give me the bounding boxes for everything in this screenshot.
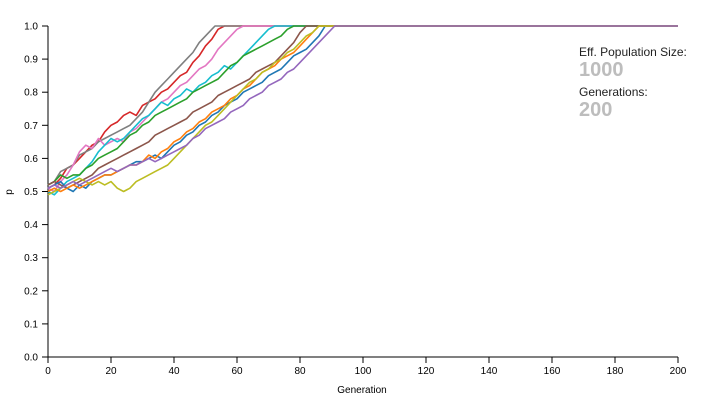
population-size-value: 1000: [579, 59, 624, 81]
y-tick-label: 0.5: [24, 187, 38, 198]
y-tick-label: 1.0: [24, 22, 38, 33]
population-size-label: Eff. Population Size:: [579, 45, 687, 59]
y-tick-label: 0.3: [24, 253, 38, 264]
y-axis-title: p: [4, 189, 15, 195]
x-tick-label: 80: [294, 366, 306, 377]
x-tick-label: 180: [607, 366, 624, 377]
y-tick-label: 0.4: [24, 220, 38, 231]
y-tick-label: 0.0: [24, 353, 38, 364]
simulation-info-panel: Eff. Population Size: 1000 Generations: …: [579, 45, 704, 125]
x-tick-label: 200: [670, 366, 687, 377]
y-tick-label: 0.6: [24, 154, 38, 165]
generations-label: Generations:: [579, 85, 648, 99]
x-tick-label: 0: [45, 366, 51, 377]
y-tick-label: 0.1: [24, 319, 38, 330]
x-tick-label: 160: [544, 366, 561, 377]
series-line-gray: [47, 25, 678, 186]
y-tick-label: 0.9: [24, 55, 38, 66]
series-line-orange: [47, 25, 678, 193]
y-tick-label: 0.2: [24, 286, 38, 297]
series-line-green: [47, 25, 678, 186]
series-line-red: [47, 25, 678, 189]
x-tick-label: 20: [105, 366, 117, 377]
x-tick-label: 120: [418, 366, 435, 377]
series-line-purple: [47, 25, 678, 189]
axes-layer: 0.0 0.1 0.2 0.3 0.4 0.5 0.6 0.7 0.8 0.9 1.0 0 20 40 60…: [24, 22, 687, 378]
generations-value: 200: [579, 99, 613, 121]
series-line-brown: [47, 25, 678, 189]
y-tick-label: 0.7: [24, 121, 38, 132]
x-axis-title: Generation: [337, 385, 386, 396]
x-tick-label: 60: [231, 366, 243, 377]
x-tick-label: 100: [355, 366, 372, 377]
series-layer: [47, 25, 678, 196]
y-tick-label: 0.8: [24, 88, 38, 99]
x-tick-label: 140: [481, 366, 498, 377]
x-tick-label: 40: [168, 366, 180, 377]
